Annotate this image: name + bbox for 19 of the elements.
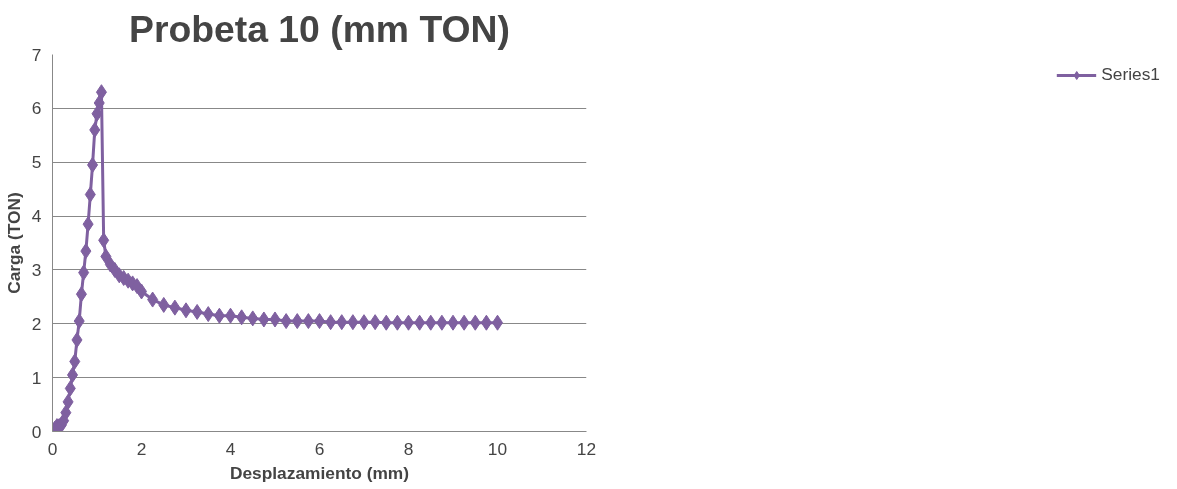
y-tick-label: 2 <box>31 313 42 334</box>
y-tick-label: 4 <box>31 206 42 227</box>
x-axis-title: Desplazamiento (mm) <box>229 462 410 483</box>
x-tick-label: 4 <box>225 438 236 459</box>
x-tick-label: 0 <box>47 438 58 459</box>
x-tick-label: 8 <box>403 438 414 459</box>
x-tick-label: 2 <box>136 438 147 459</box>
x-tick-label: 6 <box>314 438 325 459</box>
y-tick-label: 3 <box>31 259 42 280</box>
x-tick-label: 10 <box>487 438 508 459</box>
y-tick-label: 5 <box>31 152 42 173</box>
y-tick-label: 1 <box>31 367 42 388</box>
y-tick-label: 0 <box>31 421 42 442</box>
legend-label: Series1 <box>1101 64 1160 85</box>
x-tick-label: 12 <box>576 438 597 459</box>
y-tick-label: 7 <box>31 44 42 65</box>
chart-title: Probeta 10 (mm TON) <box>129 7 510 50</box>
y-tick-label: 6 <box>31 98 42 119</box>
y-axis-title: Carga (TON) <box>3 192 24 294</box>
